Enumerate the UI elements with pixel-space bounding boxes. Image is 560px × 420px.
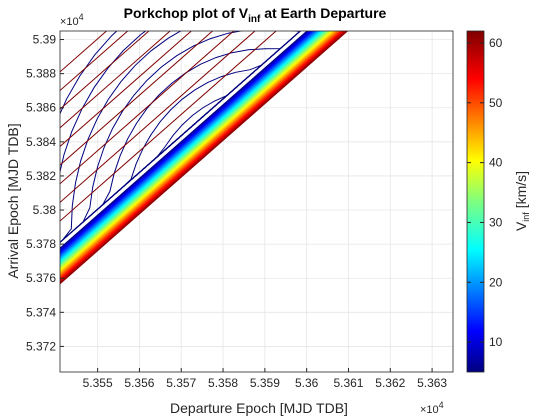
colorbar-tick-label: 50 bbox=[489, 96, 503, 110]
x-tick-label: 5.356 bbox=[124, 376, 154, 390]
colorbar bbox=[467, 31, 484, 372]
colorbar-tick-label: 10 bbox=[489, 335, 503, 349]
x-tick-label: 5.357 bbox=[166, 376, 196, 390]
title-subscript: inf bbox=[248, 14, 261, 25]
y-axis-multiplier: ×104 bbox=[60, 12, 84, 28]
colorbar-tick-label: 60 bbox=[489, 36, 503, 50]
x-tick-label: 5.358 bbox=[208, 376, 238, 390]
y-tick-label: 5.39 bbox=[33, 33, 57, 47]
y-tick-label: 5.38 bbox=[33, 203, 57, 217]
x-axis-label: Departure Epoch [MJD TDB] bbox=[170, 400, 348, 416]
y-tick-label: 5.372 bbox=[26, 339, 56, 353]
chart-title: Porkchop plot of Vinf at Earth Departure bbox=[124, 5, 387, 25]
x-tick-label: 5.355 bbox=[83, 376, 113, 390]
y-tick-label: 5.378 bbox=[26, 237, 56, 251]
y-tick-label: 5.388 bbox=[26, 67, 56, 81]
y-tick-label: 5.374 bbox=[26, 305, 56, 319]
colorbar-tick-label: 30 bbox=[489, 215, 503, 229]
x-tick-label: 5.362 bbox=[375, 376, 405, 390]
x-tick-label: 5.361 bbox=[333, 376, 363, 390]
y-tick-label: 5.384 bbox=[26, 135, 56, 149]
x-tick-label: 5.363 bbox=[417, 376, 447, 390]
x-tick-label: 5.36 bbox=[295, 376, 319, 390]
colorbar-label: Vinf [km/s] bbox=[513, 171, 531, 231]
colorbar-tick-label: 40 bbox=[489, 156, 503, 170]
y-tick-label: 5.376 bbox=[26, 271, 56, 285]
x-tick-label: 5.359 bbox=[250, 376, 280, 390]
y-axis-label: Arrival Epoch [MJD TDB] bbox=[5, 123, 21, 278]
y-tick-label: 5.382 bbox=[26, 169, 56, 183]
colorbar-tick-label: 20 bbox=[489, 275, 503, 289]
x-axis-multiplier: ×104 bbox=[420, 400, 444, 416]
y-tick-label: 5.386 bbox=[26, 101, 56, 115]
y-axis-ticks: 5.372 5.374 5.376 5.378 5.38 5.382 5.384 5.386 5… bbox=[26, 33, 64, 354]
